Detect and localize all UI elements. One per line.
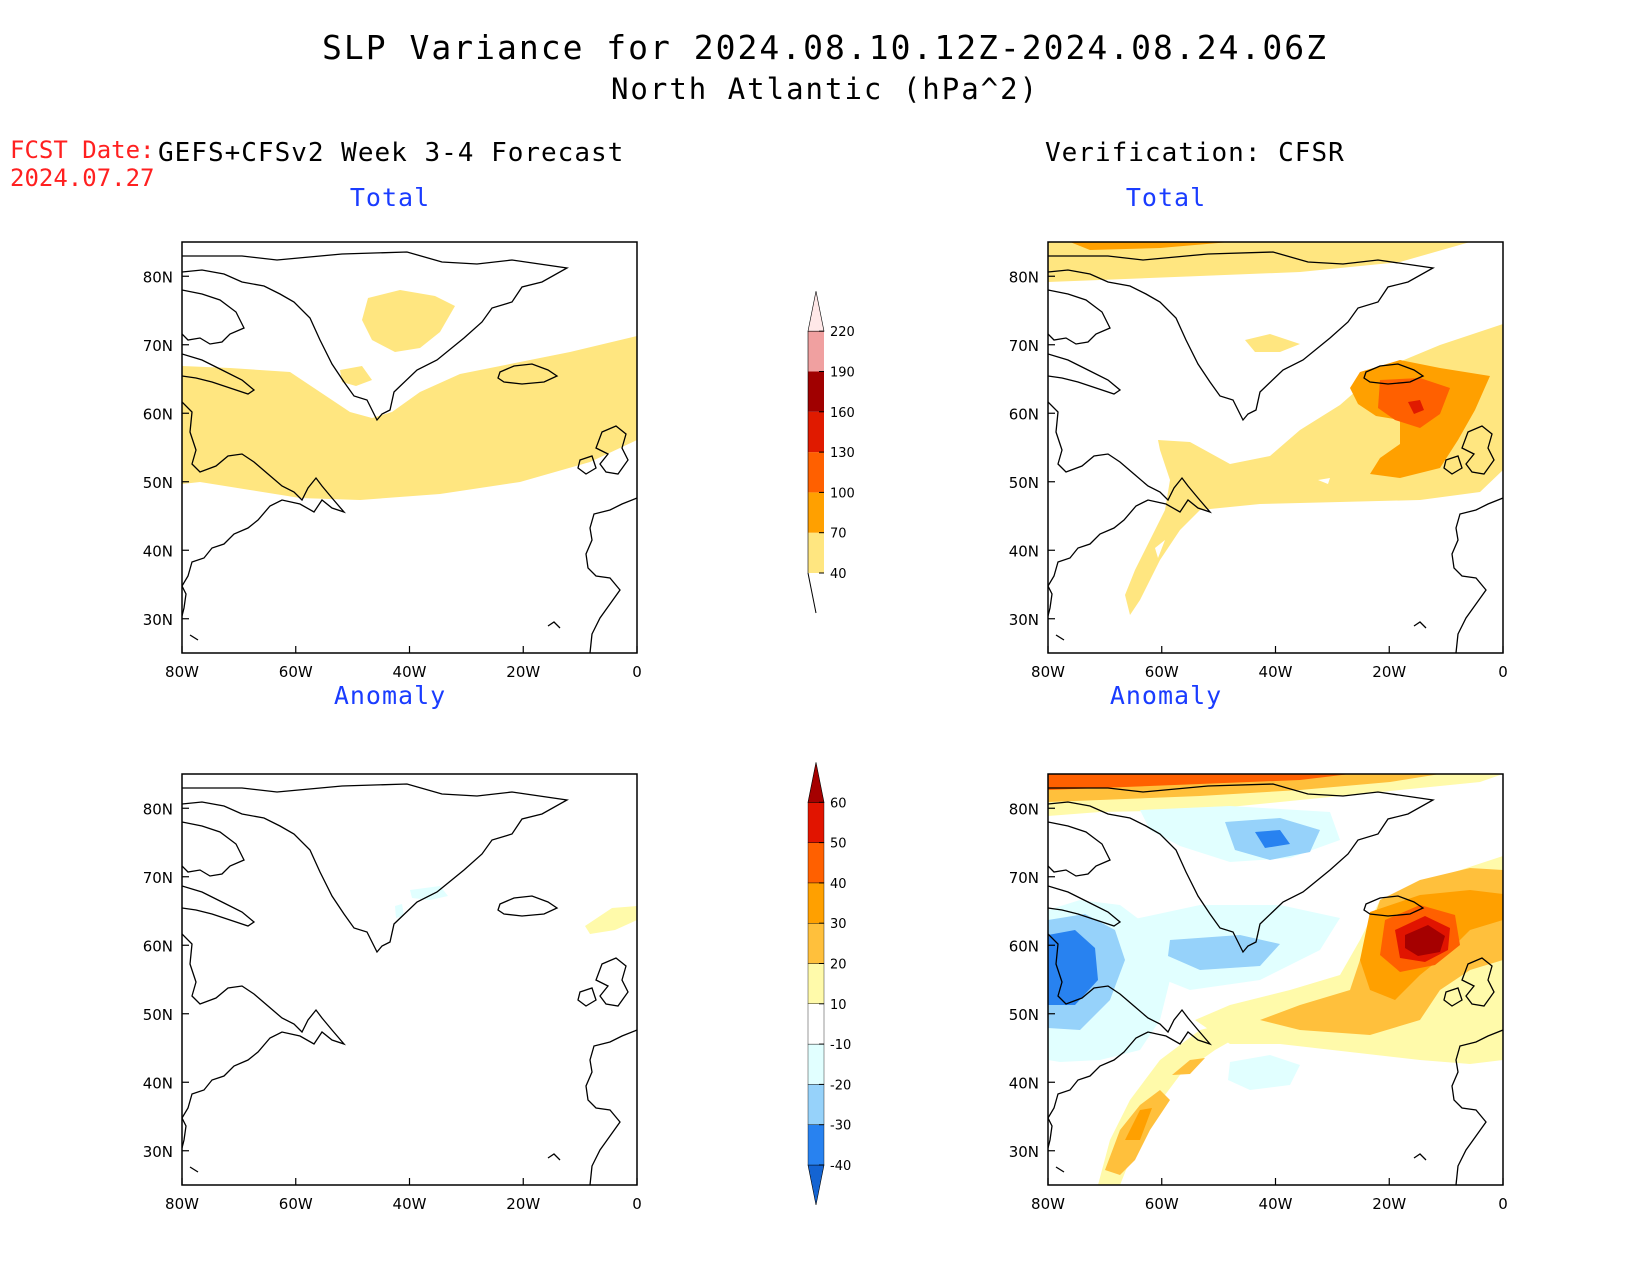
- colorbar-label: -40: [830, 1159, 851, 1174]
- lat-tick-label: 70N: [143, 337, 173, 355]
- lon-tick-label: 40W: [1259, 1195, 1293, 1213]
- colorbar-label: 10: [830, 998, 847, 1013]
- colorbar-label: 130: [830, 446, 855, 461]
- lat-tick-label: 50N: [143, 474, 173, 492]
- colorbar-segment: [807, 1124, 825, 1166]
- colorbar-segment: [807, 1084, 825, 1125]
- colorbar-segment: [808, 331, 824, 372]
- lat-tick-label: 50N: [1009, 474, 1039, 492]
- verification-total-title: Total: [1125, 183, 1207, 212]
- lat-tick-label: 80N: [1009, 800, 1039, 818]
- lat-tick-label: 30N: [143, 1143, 173, 1161]
- lat-tick-label: 30N: [1009, 1143, 1039, 1161]
- forecast-date-label: FCST Date:: [10, 136, 155, 164]
- lon-tick-label: 80W: [165, 1195, 199, 1213]
- colorbar-label: 190: [830, 366, 855, 381]
- axes-layer: 80W 60W 40W 20W 0 80N 70N 60N 50N 40N 30N 80W 60W 40W…: [143, 268, 1508, 1213]
- colorbar-label: 40: [830, 567, 847, 582]
- forecast-date-block: FCST Date: 2024.07.27: [10, 136, 155, 192]
- colorbar-label: 40: [830, 877, 847, 892]
- left-column-title: GEFS+CFSv2 Week 3-4 Forecast: [158, 138, 625, 168]
- lon-tick-label: 80W: [1031, 663, 1065, 681]
- lat-tick-label: 40N: [143, 542, 173, 560]
- colorbar-label: 70: [830, 527, 847, 542]
- colorbar-segment: [807, 923, 825, 964]
- colorbar-segment: [807, 1003, 825, 1045]
- lon-tick-label: 60W: [1145, 663, 1179, 681]
- colorbar-label: 50: [830, 837, 847, 852]
- colorbar-segment: [808, 371, 824, 412]
- colorbar-label: 60: [830, 796, 847, 811]
- forecast-total-map: [182, 242, 637, 653]
- lon-tick-label: 80W: [1031, 1195, 1065, 1213]
- lon-tick-label: 20W: [506, 663, 540, 681]
- lat-tick-label: 60N: [143, 937, 173, 955]
- lon-tick-label: 80W: [165, 663, 199, 681]
- lat-tick-label: 30N: [143, 611, 173, 629]
- colorbar-label: 160: [830, 406, 855, 421]
- lon-tick-label: 20W: [1372, 1195, 1406, 1213]
- colorbar-segment: [807, 842, 825, 884]
- forecast-date-value: 2024.07.27: [10, 164, 155, 192]
- lon-tick-label: 40W: [393, 1195, 427, 1213]
- colorbar-segment: [808, 492, 824, 533]
- lon-tick-label: 20W: [1372, 663, 1406, 681]
- verification-total-map: [1048, 242, 1503, 653]
- verification-anomaly-title: Anomaly: [1109, 681, 1223, 710]
- lat-tick-label: 40N: [1009, 1074, 1039, 1092]
- colorbar-top-arrow: [807, 291, 825, 332]
- lon-tick-label: 60W: [1145, 1195, 1179, 1213]
- colorbar-label: -30: [830, 1119, 851, 1134]
- anomaly-colorbar: -40 -30 -20 -10 10 20 30 40 50 60: [807, 762, 851, 1206]
- lat-tick-label: 70N: [143, 869, 173, 887]
- lat-tick-label: 50N: [143, 1006, 173, 1024]
- lon-tick-label: 60W: [279, 663, 313, 681]
- lat-tick-label: 70N: [1009, 869, 1039, 887]
- lon-tick-label: 0: [1498, 663, 1508, 681]
- lon-tick-label: 0: [632, 663, 642, 681]
- lon-tick-label: 40W: [1259, 663, 1293, 681]
- colorbar-label: 220: [830, 325, 855, 340]
- colorbar-segment: [807, 963, 825, 1004]
- colorbar-top-arrow: [807, 762, 825, 803]
- main-subtitle: North Atlantic (hPa^2): [610, 72, 1040, 106]
- lat-tick-label: 30N: [1009, 611, 1039, 629]
- lat-tick-label: 80N: [143, 268, 173, 286]
- lon-tick-label: 40W: [393, 663, 427, 681]
- colorbar-label: -20: [830, 1078, 851, 1093]
- total-colorbar: 40 70 100 130 160 190 220: [807, 291, 855, 614]
- colorbar-segment: [808, 411, 824, 453]
- verification-anomaly-map: [1048, 774, 1503, 1185]
- main-title: SLP Variance for 2024.08.10.12Z-2024.08.…: [322, 28, 1328, 67]
- colorbar-label: 20: [830, 958, 847, 973]
- colorbar-bottom-arrow: [807, 1164, 825, 1206]
- lat-tick-label: 70N: [1009, 337, 1039, 355]
- forecast-anomaly-map: [182, 774, 637, 1185]
- forecast-total-title: Total: [349, 183, 431, 212]
- lon-tick-label: 20W: [506, 1195, 540, 1213]
- lat-tick-label: 40N: [1009, 542, 1039, 560]
- lat-tick-label: 80N: [1009, 268, 1039, 286]
- lat-tick-label: 50N: [1009, 1006, 1039, 1024]
- colorbar-segment: [808, 452, 824, 493]
- lon-tick-label: 0: [632, 1195, 642, 1213]
- colorbar-label: -10: [830, 1038, 851, 1053]
- forecast-anomaly-title: Anomaly: [333, 681, 447, 710]
- lat-tick-label: 60N: [1009, 405, 1039, 423]
- right-column-title: Verification: CFSR: [1045, 138, 1345, 168]
- lat-tick-label: 40N: [143, 1074, 173, 1092]
- lat-tick-label: 60N: [1009, 937, 1039, 955]
- colorbar-segment: [807, 882, 825, 924]
- lat-tick-label: 60N: [143, 405, 173, 423]
- lon-tick-label: 0: [1498, 1195, 1508, 1213]
- colorbar-segment: [807, 802, 825, 843]
- colorbar-label: 30: [830, 917, 847, 932]
- lon-tick-label: 60W: [279, 1195, 313, 1213]
- colorbar-bottom-tail: [807, 572, 817, 614]
- lat-tick-label: 80N: [143, 800, 173, 818]
- colorbar-segment: [807, 1043, 825, 1085]
- colorbar-segment: [808, 532, 824, 573]
- colorbar-label: 100: [830, 486, 855, 501]
